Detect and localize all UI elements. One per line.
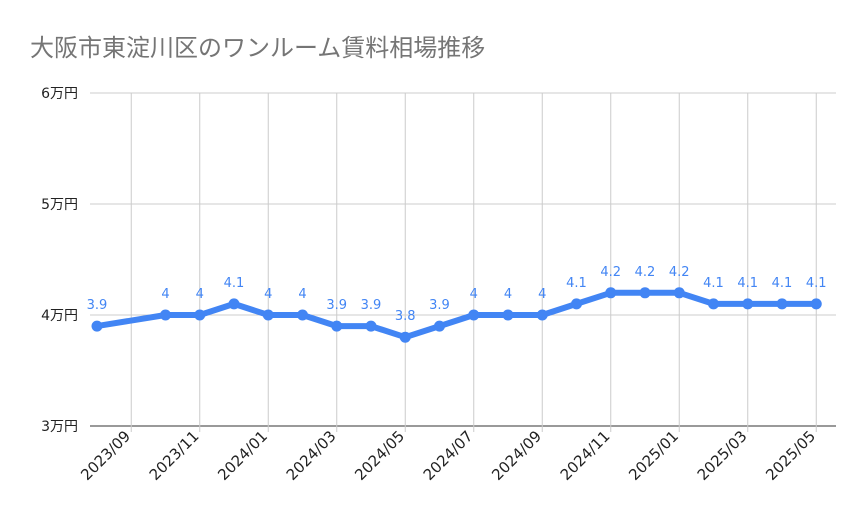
data-label: 4 <box>470 287 478 302</box>
y-tick-label: 4万円 <box>41 308 78 324</box>
x-tick-label: 2025/03 <box>694 427 751 484</box>
x-tick-label: 2024/07 <box>420 427 477 484</box>
x-tick-label: 2023/11 <box>146 427 203 484</box>
data-point <box>639 287 651 299</box>
data-point <box>194 309 206 321</box>
data-label: 3.8 <box>395 309 416 324</box>
data-label: 4.1 <box>224 276 245 291</box>
data-label: 4 <box>161 287 169 302</box>
x-tick-label: 2024/05 <box>351 427 408 484</box>
data-point <box>297 309 308 321</box>
data-points <box>91 287 822 343</box>
horizontal-gridlines <box>90 92 836 427</box>
data-point <box>434 320 445 332</box>
data-point <box>228 298 240 310</box>
x-tick-label: 2024/09 <box>488 427 545 484</box>
x-axis-tick-labels: 2023/09 2023/11 2024/01 2024/03 2024/05 2024/… <box>77 427 819 484</box>
data-label: 3.9 <box>326 298 347 313</box>
data-label: 4.1 <box>566 276 587 291</box>
y-axis-tick-labels: 3万円 4万円 5万円 6万円 <box>41 86 78 435</box>
data-labels: 3.9 4 4 4.1 4 4 3.9 3.9 3.8 3.9 4 4 4 4.1 4.2 4.2 4.2 4.1… <box>87 265 827 324</box>
data-label: 4.2 <box>635 265 656 280</box>
data-label: 3.9 <box>87 298 108 313</box>
data-point <box>365 320 377 332</box>
data-label: 4 <box>504 287 512 302</box>
x-tick-label: 2024/03 <box>283 427 340 484</box>
data-point <box>502 309 514 321</box>
data-point <box>160 309 171 321</box>
data-label: 4 <box>538 287 546 302</box>
data-point <box>810 298 822 310</box>
data-point <box>399 331 411 343</box>
data-label: 3.9 <box>429 298 450 313</box>
data-label: 4 <box>298 287 306 302</box>
data-point <box>331 320 343 332</box>
x-tick-label: 2024/01 <box>214 427 271 484</box>
data-label: 4.1 <box>806 276 827 291</box>
x-tick-label: 2025/01 <box>625 427 682 484</box>
data-point <box>673 287 685 299</box>
data-point <box>91 320 103 332</box>
y-tick-label: 5万円 <box>41 197 78 213</box>
data-point <box>571 298 582 310</box>
chart-title: 大阪市東淀川区のワンルーム賃料相場推移 <box>30 34 486 62</box>
data-point <box>605 287 617 299</box>
data-label: 4.2 <box>669 265 690 280</box>
y-tick-label: 6万円 <box>41 86 78 102</box>
data-point <box>776 298 788 310</box>
data-point <box>262 309 274 321</box>
x-tick-label: 2023/09 <box>77 427 134 484</box>
data-label: 4.1 <box>772 276 793 291</box>
data-point <box>742 298 754 310</box>
vertical-gridlines <box>130 93 817 432</box>
data-label: 3.9 <box>361 298 382 313</box>
x-tick-label: 2024/11 <box>557 427 614 484</box>
data-label: 4.2 <box>600 265 621 280</box>
data-point <box>536 309 548 321</box>
data-point <box>468 309 480 321</box>
data-label: 4 <box>196 287 204 302</box>
data-label: 4.1 <box>737 276 758 291</box>
data-point <box>708 298 719 310</box>
data-label: 4.1 <box>703 276 724 291</box>
y-tick-label: 3万円 <box>41 419 78 435</box>
x-tick-label: 2025/05 <box>762 427 819 484</box>
data-label: 4 <box>264 287 272 302</box>
